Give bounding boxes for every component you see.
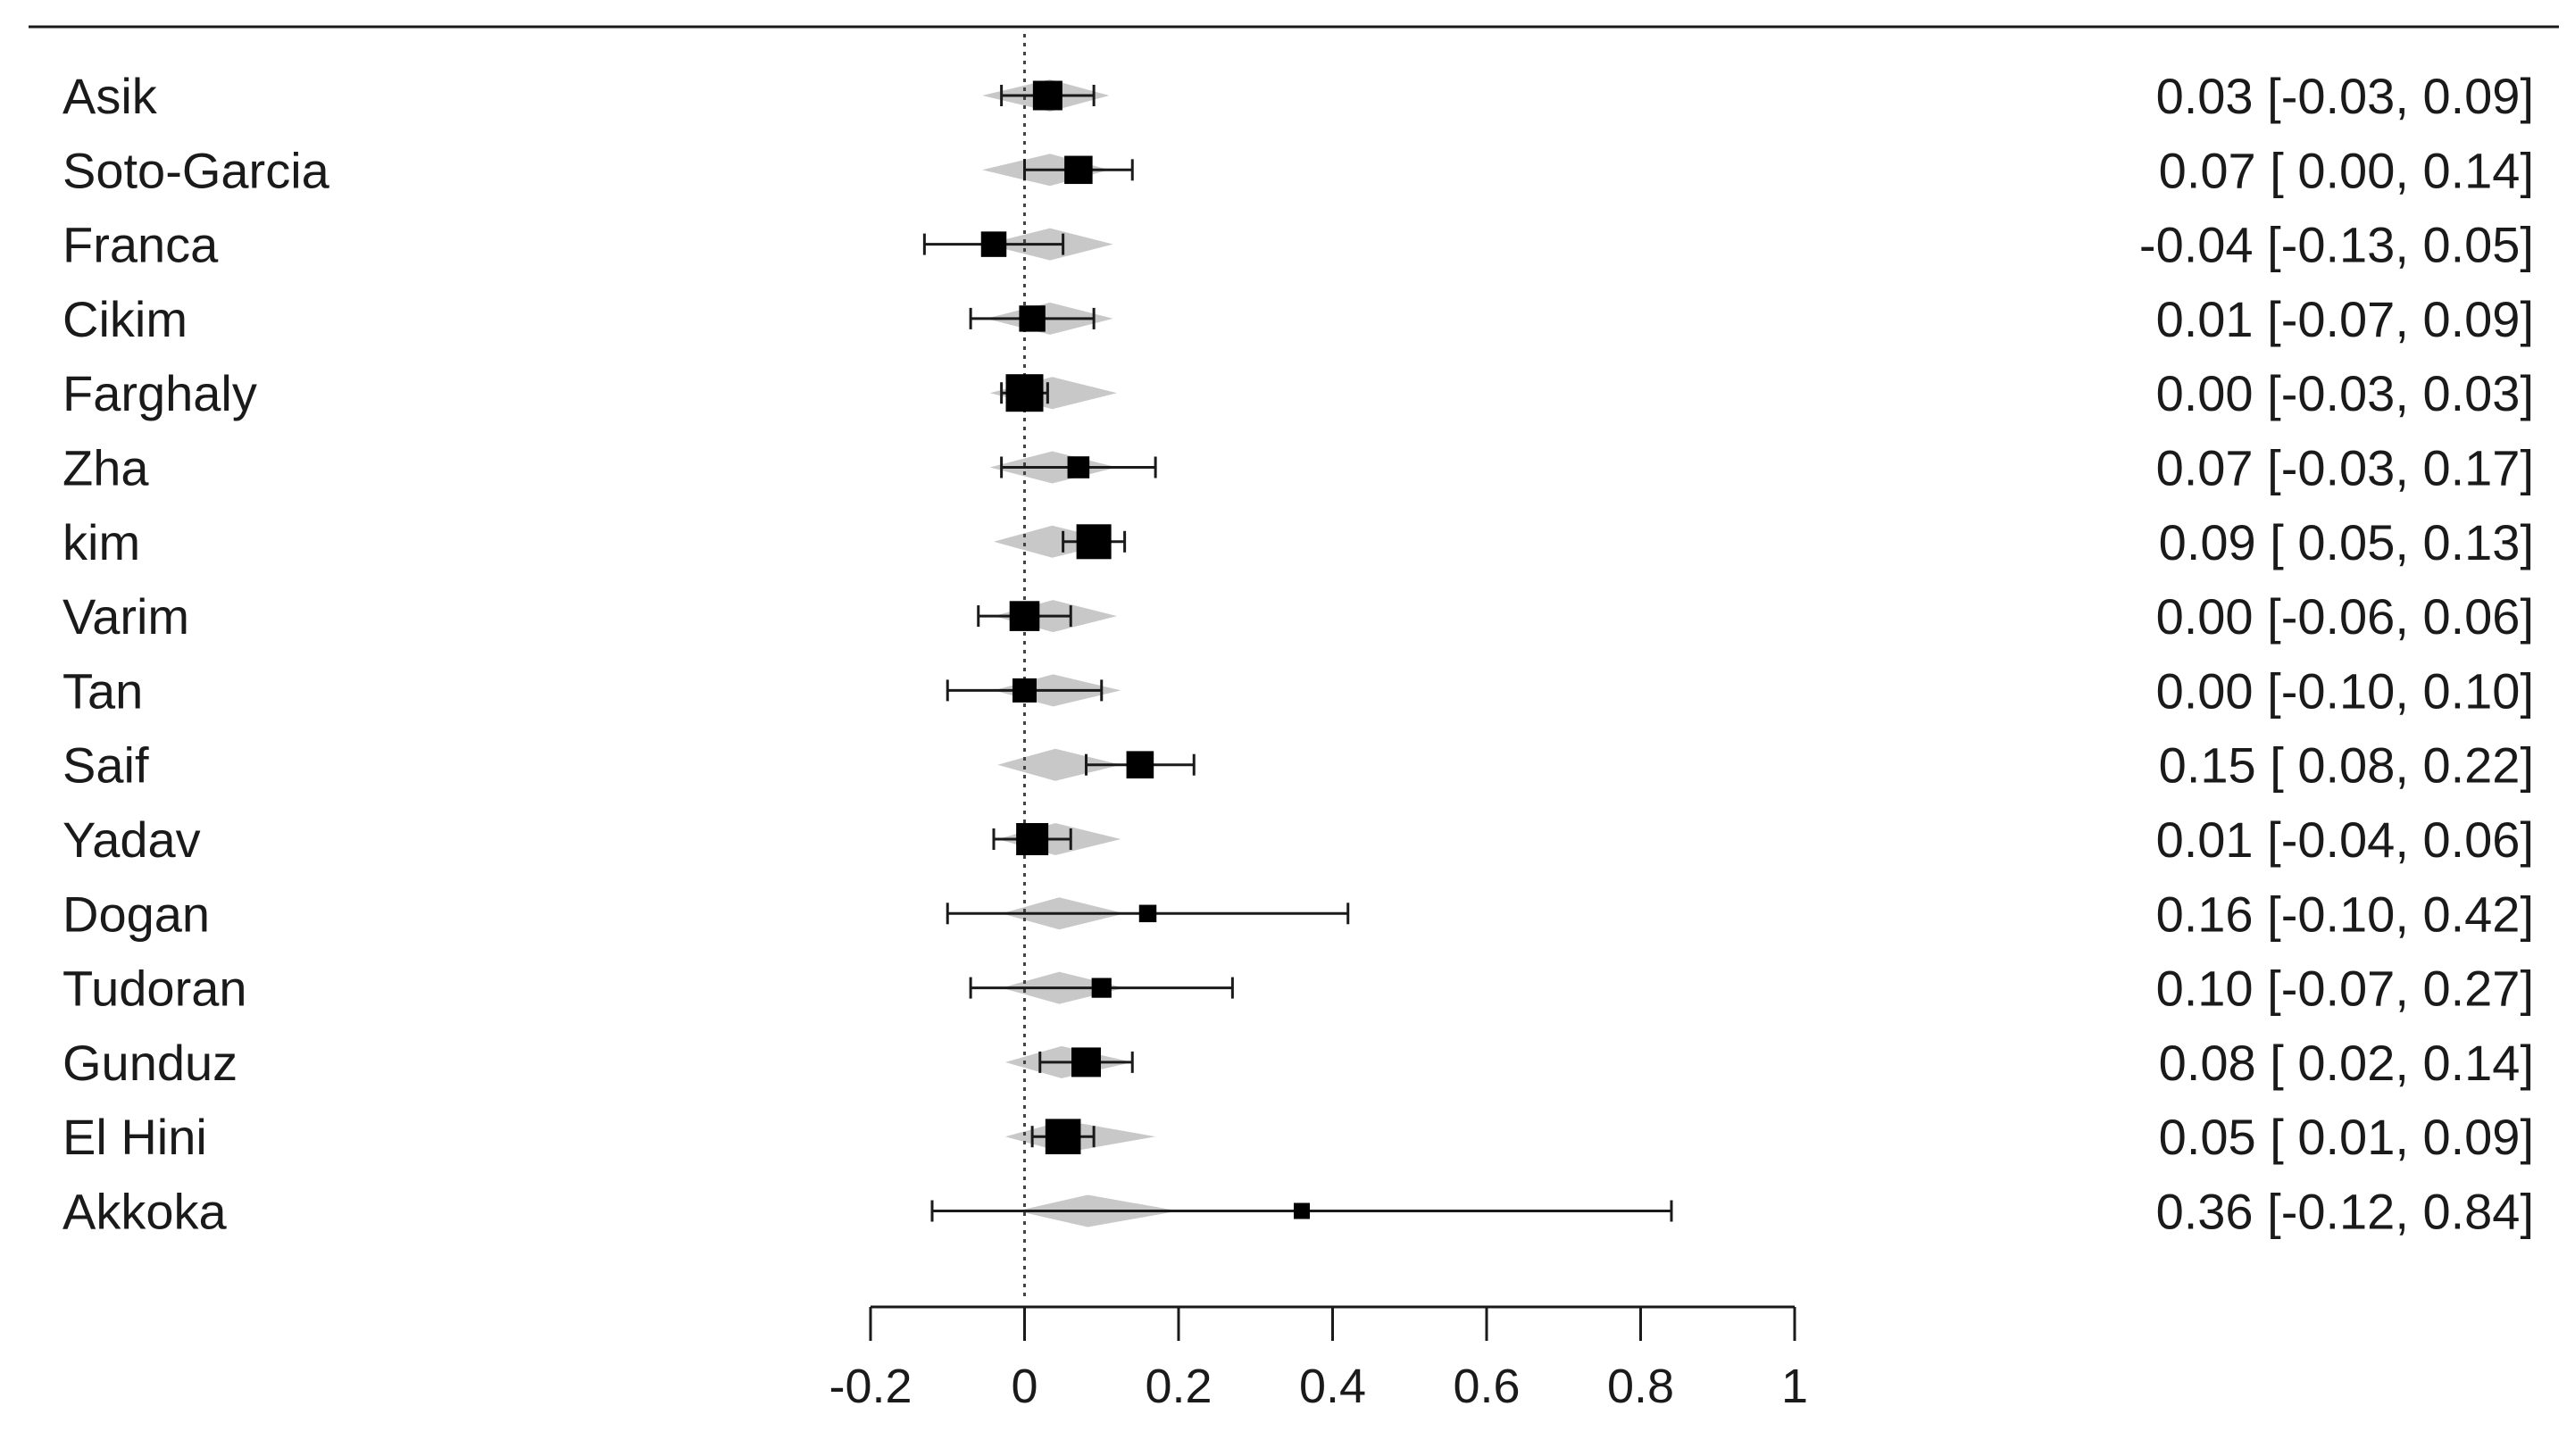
effect-ci-text: 0.36 [-0.12, 0.84] (2156, 1184, 2534, 1240)
study-row: Dogan 0.16 [-0.10, 0.42] (62, 886, 2534, 942)
study-name: Saif (62, 737, 149, 794)
study-name: Soto-Garcia (62, 142, 330, 198)
effect-ci-text: 0.10 [-0.07, 0.27] (2156, 961, 2534, 1017)
x-tick-label: 0 (1011, 1360, 1038, 1413)
study-row: Gunduz 0.08 [ 0.02, 0.14] (62, 1035, 2534, 1091)
study-row: Yadav 0.01 [-0.04, 0.06] (62, 811, 2534, 868)
effect-ci-text: 0.00 [-0.10, 0.10] (2156, 662, 2534, 719)
effect-ci-text: 0.09 [ 0.05, 0.13] (2159, 514, 2534, 570)
effect-marker (1071, 1047, 1101, 1077)
effect-ci-text: -0.04 [-0.13, 0.05] (2139, 217, 2534, 273)
x-tick-label: 1 (1781, 1360, 1808, 1413)
effect-marker (1009, 601, 1040, 631)
study-row: Franca -0.04 [-0.13, 0.05] (62, 217, 2534, 273)
effect-marker (1076, 524, 1112, 560)
study-row: Farghaly 0.00 [-0.03, 0.03] (62, 365, 2534, 421)
effect-marker (1016, 823, 1049, 855)
x-tick-label: 0.2 (1145, 1360, 1212, 1413)
effect-marker (1138, 904, 1157, 923)
study-name: El Hini (62, 1109, 207, 1165)
study-row: Asik 0.03 [-0.03, 0.09] (62, 68, 2534, 124)
study-row: Soto-Garcia 0.07 [ 0.00, 0.14] (62, 142, 2534, 198)
effect-ci-text: 0.16 [-0.10, 0.42] (2156, 886, 2534, 942)
study-name: Asik (62, 68, 158, 124)
study-row: Saif 0.15 [ 0.08, 0.22] (62, 737, 2534, 794)
study-name: Yadav (62, 811, 201, 868)
effect-marker (1067, 456, 1090, 478)
x-tick-label: 0.4 (1299, 1360, 1366, 1413)
study-row: El Hini 0.05 [ 0.01, 0.09] (62, 1109, 2534, 1165)
study-name: Cikim (62, 291, 188, 347)
effect-marker (1032, 80, 1062, 111)
study-name: kim (62, 514, 140, 570)
study-rows: Asik 0.03 [-0.03, 0.09] Soto-Garcia 0.07 [ … (62, 68, 2534, 1240)
effect-ci-text: 0.08 [ 0.02, 0.14] (2159, 1035, 2534, 1091)
prediction-diamond (997, 748, 1121, 781)
effect-marker (1012, 678, 1037, 703)
effect-marker (1064, 155, 1093, 185)
effect-ci-text: 0.15 [ 0.08, 0.22] (2159, 737, 2534, 794)
study-name: Franca (62, 217, 219, 273)
effect-marker (1045, 1119, 1081, 1154)
x-tick-label: 0.8 (1607, 1360, 1674, 1413)
effect-marker (1091, 978, 1112, 998)
study-name: Farghaly (62, 365, 257, 421)
effect-ci-text: 0.01 [-0.04, 0.06] (2156, 811, 2534, 868)
study-row: kim 0.09 [ 0.05, 0.13] (62, 514, 2534, 570)
effect-marker (1126, 751, 1154, 778)
study-name: Gunduz (62, 1035, 238, 1091)
study-row: Varim 0.00 [-0.06, 0.06] (62, 588, 2534, 645)
effect-ci-text: 0.07 [ 0.00, 0.14] (2159, 142, 2534, 198)
effect-ci-text: 0.00 [-0.06, 0.06] (2156, 588, 2534, 645)
x-axis: -0.2 0 0.2 0.4 0.6 0.8 1 (829, 1305, 1808, 1413)
effect-ci-text: 0.00 [-0.03, 0.03] (2156, 365, 2534, 421)
study-row: Cikim 0.01 [-0.07, 0.09] (62, 291, 2534, 347)
effect-marker (980, 231, 1007, 257)
effect-marker (1294, 1202, 1310, 1219)
study-row: Zha 0.07 [-0.03, 0.17] (62, 440, 2534, 496)
effect-marker (1019, 305, 1046, 332)
study-name: Dogan (62, 886, 210, 942)
effect-ci-text: 0.07 [-0.03, 0.17] (2156, 440, 2534, 496)
study-name: Tan (62, 662, 143, 719)
x-tick-label: 0.6 (1453, 1360, 1520, 1413)
study-name: Zha (62, 440, 149, 496)
study-name: Varim (62, 588, 189, 645)
effect-ci-text: 0.03 [-0.03, 0.09] (2156, 68, 2534, 124)
study-name: Tudoran (62, 961, 247, 1017)
study-row: Tan 0.00 [-0.10, 0.10] (62, 662, 2534, 719)
prediction-diamond (994, 525, 1117, 558)
effect-ci-text: 0.05 [ 0.01, 0.09] (2159, 1109, 2534, 1165)
x-tick-label: -0.2 (829, 1360, 912, 1413)
study-row: Tudoran 0.10 [-0.07, 0.27] (62, 961, 2534, 1017)
study-name: Akkoka (62, 1184, 227, 1240)
study-row: Akkoka 0.36 [-0.12, 0.84] (62, 1184, 2534, 1240)
effect-ci-text: 0.01 [-0.07, 0.09] (2156, 291, 2534, 347)
effect-marker (1005, 374, 1044, 412)
